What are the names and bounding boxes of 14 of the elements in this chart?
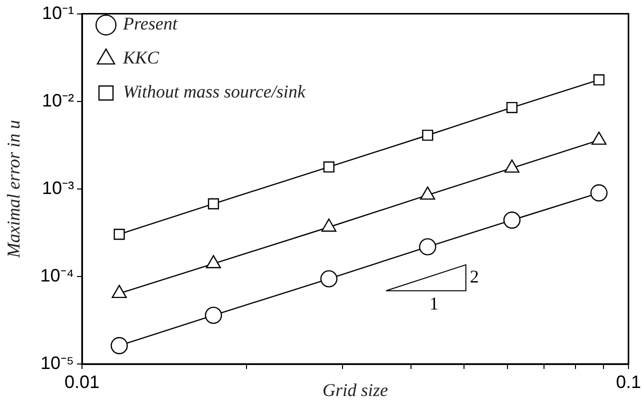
annotation: 2	[470, 266, 479, 287]
y-tick-label: 10⁻¹	[42, 2, 74, 23]
y-tick-label: 10⁻²	[42, 90, 74, 110]
x-axis-title: Grid size	[322, 380, 388, 400]
annotation: 1	[429, 294, 438, 314]
x-tick-label: 0.01	[64, 372, 100, 392]
legend-label: KKC	[122, 48, 160, 68]
y-tick-label: 10⁻³	[42, 178, 74, 198]
x-tick-label: 0.1	[616, 372, 642, 392]
legend-label: Without mass source/sink	[123, 82, 306, 102]
legend-label: Present	[122, 14, 178, 34]
y-axis-title: Maximal error in u	[4, 120, 24, 259]
y-tick-label: 10⁻⁴	[40, 265, 74, 286]
y-tick-label: 10⁻⁵	[40, 352, 74, 373]
